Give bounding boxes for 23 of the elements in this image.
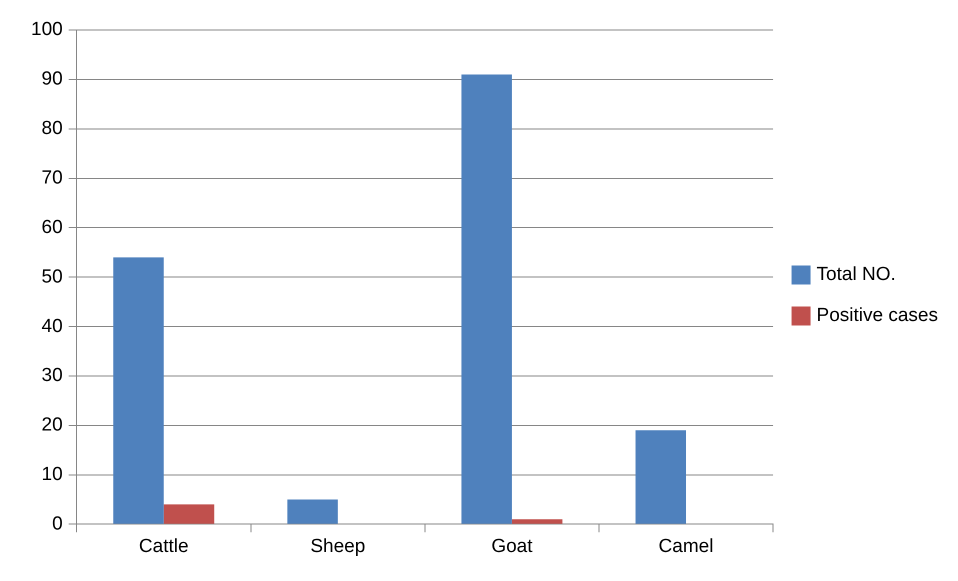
y-tick-label: 50 bbox=[42, 266, 63, 288]
y-tick-label: 20 bbox=[42, 414, 63, 436]
bar bbox=[461, 74, 512, 524]
y-tick-label: 80 bbox=[42, 118, 63, 140]
x-tick-label: Camel bbox=[658, 536, 714, 557]
bar bbox=[636, 430, 686, 524]
x-tick-label: Goat bbox=[491, 536, 534, 557]
bar bbox=[287, 499, 338, 524]
x-tick-label: Cattle bbox=[138, 536, 189, 557]
y-tick-label: 70 bbox=[42, 167, 63, 188]
y-tick-label: 40 bbox=[42, 316, 63, 337]
legend-label: Total NO. bbox=[816, 264, 896, 286]
legend-label: Positive cases bbox=[816, 305, 938, 326]
x-tick-label: Sheep bbox=[310, 536, 366, 557]
y-tick-label: 60 bbox=[42, 216, 63, 238]
y-tick-label: 30 bbox=[42, 365, 63, 386]
y-tick-label: 100 bbox=[31, 19, 63, 40]
bar bbox=[113, 257, 164, 524]
bar bbox=[512, 519, 562, 524]
y-tick-label: 10 bbox=[42, 464, 63, 486]
y-tick-label: 0 bbox=[52, 513, 63, 534]
bar bbox=[164, 504, 214, 524]
y-tick-label: 90 bbox=[42, 68, 63, 90]
